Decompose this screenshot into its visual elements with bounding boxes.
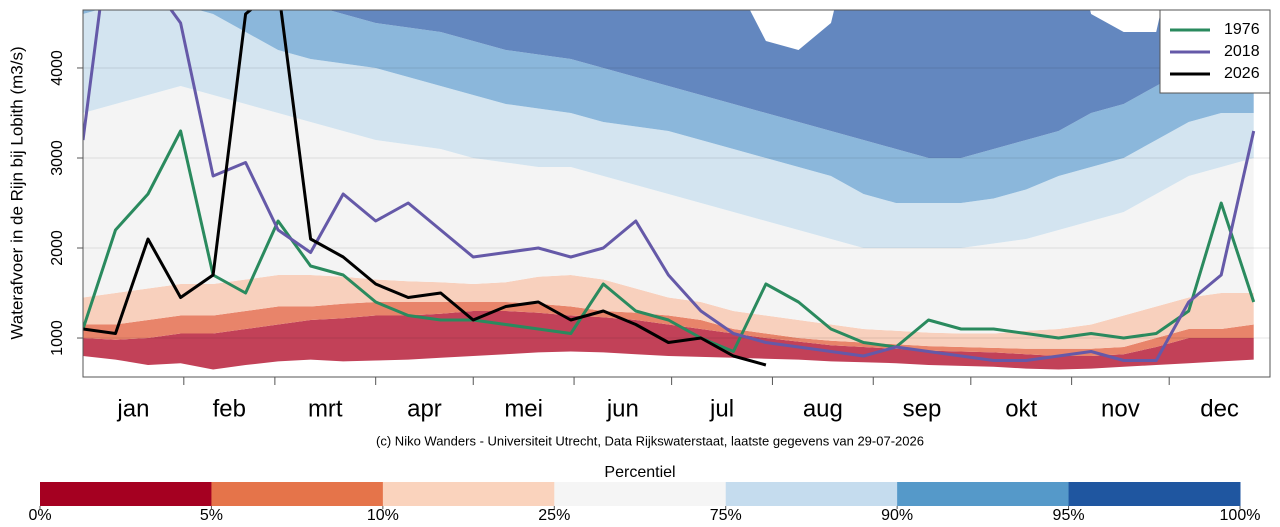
y-tick-label: 4000 <box>49 50 66 86</box>
colorbar-label: 0% <box>28 507 51 524</box>
colorbar-segment <box>897 482 1070 506</box>
percentile-band <box>83 10 1254 203</box>
colorbar-segment <box>40 482 212 506</box>
percentile-band <box>83 275 1254 349</box>
x-tick-label: feb <box>213 395 246 422</box>
y-tick-label: 1000 <box>49 320 66 356</box>
colorbar-title: Percentiel <box>604 464 675 481</box>
percentile-band <box>83 86 1254 334</box>
x-tick-label: nov <box>1101 395 1140 422</box>
series-line <box>83 10 767 367</box>
axes: 1000 2000 3000 4000 jan feb mrt apr mei jun jul aug… <box>49 50 1239 422</box>
x-tick-label: mrt <box>308 395 343 422</box>
legend: 1976 2018 2026 <box>1159 9 1271 94</box>
x-tick-label: jun <box>606 395 639 422</box>
percentile-band <box>83 10 1254 248</box>
colorbar-segment <box>382 482 555 506</box>
legend-label: 2018 <box>1224 43 1260 60</box>
grid <box>83 67 1270 339</box>
x-tick-label: jan <box>116 395 149 422</box>
legend-label: 2026 <box>1224 65 1260 82</box>
x-tick-label: okt <box>1005 395 1037 422</box>
percentile-bands <box>83 10 1254 370</box>
colorbar-label: 100% <box>1220 507 1261 524</box>
caption: (c) Niko Wanders - Universiteit Utrecht,… <box>376 433 924 448</box>
colorbar-segment <box>211 482 384 506</box>
series-line <box>83 129 1256 353</box>
colorbar-label: 5% <box>200 507 223 524</box>
colorbar-label: 95% <box>1053 507 1085 524</box>
plot-frame <box>82 9 1271 378</box>
colorbar: 0% 5% 10% 25% 75% 90% 95% 100% <box>28 482 1260 524</box>
colorbar-segment <box>725 482 898 506</box>
y-tick-label: 3000 <box>49 140 66 176</box>
series-lines <box>83 10 1256 367</box>
colorbar-segment <box>554 482 727 506</box>
x-tick-label: mei <box>504 395 543 422</box>
y-tick-label: 2000 <box>49 230 66 266</box>
colorbar-label: 90% <box>881 507 913 524</box>
percentile-band <box>83 302 1254 356</box>
x-tick-label: sep <box>903 395 942 422</box>
colorbar-label: 75% <box>710 507 742 524</box>
x-tick-label: jul <box>709 395 734 422</box>
percentile-band <box>328 10 1254 158</box>
x-tick-label: aug <box>803 395 843 422</box>
legend-label: 1976 <box>1224 21 1260 38</box>
colorbar-label: 25% <box>538 507 570 524</box>
colorbar-segment <box>1068 482 1241 506</box>
series-line <box>83 10 1256 362</box>
y-axis-label: Waterafvoer in de Rijn bij Lobith (m3/s) <box>7 46 26 339</box>
x-tick-label: apr <box>407 395 442 422</box>
x-tick-label: dec <box>1200 395 1239 422</box>
colorbar-label: 10% <box>367 507 399 524</box>
